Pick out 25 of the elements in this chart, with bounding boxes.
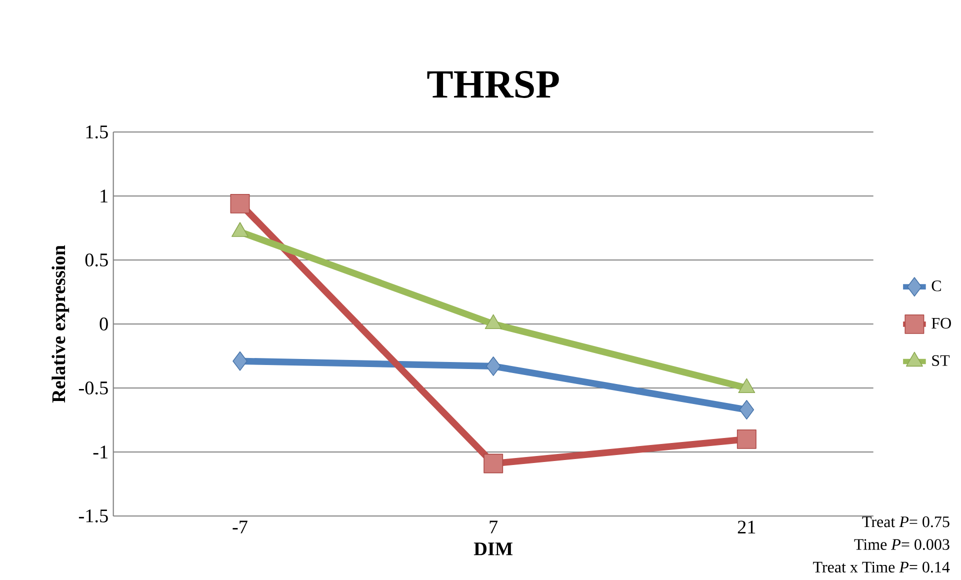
y-tick-label: 1 xyxy=(100,190,108,202)
y-tick-label: 1.5 xyxy=(86,126,108,138)
legend-label: ST xyxy=(932,355,950,366)
point xyxy=(232,351,248,371)
y-tick-label: -1 xyxy=(93,446,108,458)
text: Time P= 0.003 xyxy=(854,539,950,550)
y-tick-label: 0 xyxy=(100,318,108,330)
text: Treat P= 0.75 xyxy=(862,516,950,528)
x-tick-label: 21 xyxy=(738,520,756,534)
point xyxy=(736,429,756,449)
chart-title: THRSP xyxy=(427,71,559,98)
point xyxy=(484,454,504,474)
legend-label: C xyxy=(932,280,941,292)
point xyxy=(739,400,754,420)
y-axis-title: Relative expression xyxy=(52,245,70,403)
y-tick-label: -0.5 xyxy=(78,381,108,395)
x-axis-title: DIM xyxy=(474,542,513,556)
y-tick-label: -1.5 xyxy=(78,510,108,522)
x-tick-label: 7 xyxy=(490,520,498,534)
point xyxy=(486,356,501,376)
point xyxy=(230,194,250,214)
text: Treat x Time P= 0.14 xyxy=(813,562,950,573)
x-tick-label: -7 xyxy=(232,520,248,534)
y-tick-label: 0.5 xyxy=(85,253,108,267)
legend-label: FO xyxy=(932,318,951,329)
